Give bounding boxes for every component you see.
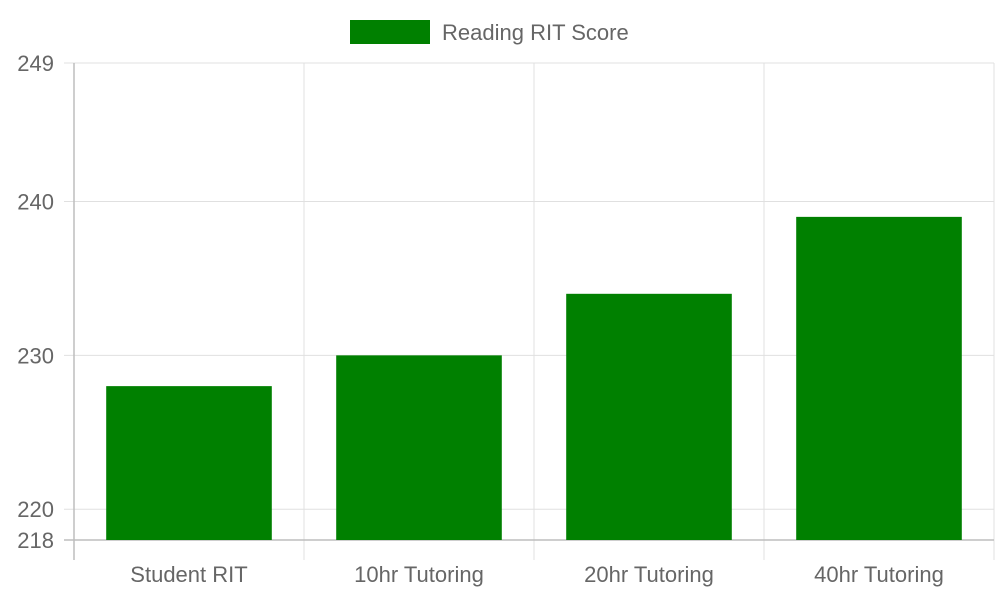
bar-20hr-tutoring — [566, 293, 732, 540]
bar-student-rit — [106, 386, 272, 540]
legend-label: Reading RIT Score — [442, 20, 629, 45]
y-tick-label-218: 218 — [17, 528, 54, 553]
x-category-labels: Student RIT 10hr Tutoring 20hr Tutoring 40h… — [130, 562, 944, 587]
y-tick-labels: 218 220 230 240 249 — [17, 51, 54, 553]
legend-swatch — [350, 20, 430, 44]
y-tick-label-240: 240 — [17, 189, 54, 214]
x-category-label-2: 20hr Tutoring — [584, 562, 714, 587]
bar-40hr-tutoring — [796, 216, 962, 540]
x-category-label-1: 10hr Tutoring — [354, 562, 484, 587]
y-tick-label-230: 230 — [17, 343, 54, 368]
x-category-label-3: 40hr Tutoring — [814, 562, 944, 587]
y-tick-label-249: 249 — [17, 51, 54, 76]
y-tick-label-220: 220 — [17, 497, 54, 522]
bars — [106, 216, 962, 540]
legend: Reading RIT Score — [350, 20, 629, 45]
bar-10hr-tutoring — [336, 355, 502, 540]
x-category-label-0: Student RIT — [130, 562, 247, 587]
